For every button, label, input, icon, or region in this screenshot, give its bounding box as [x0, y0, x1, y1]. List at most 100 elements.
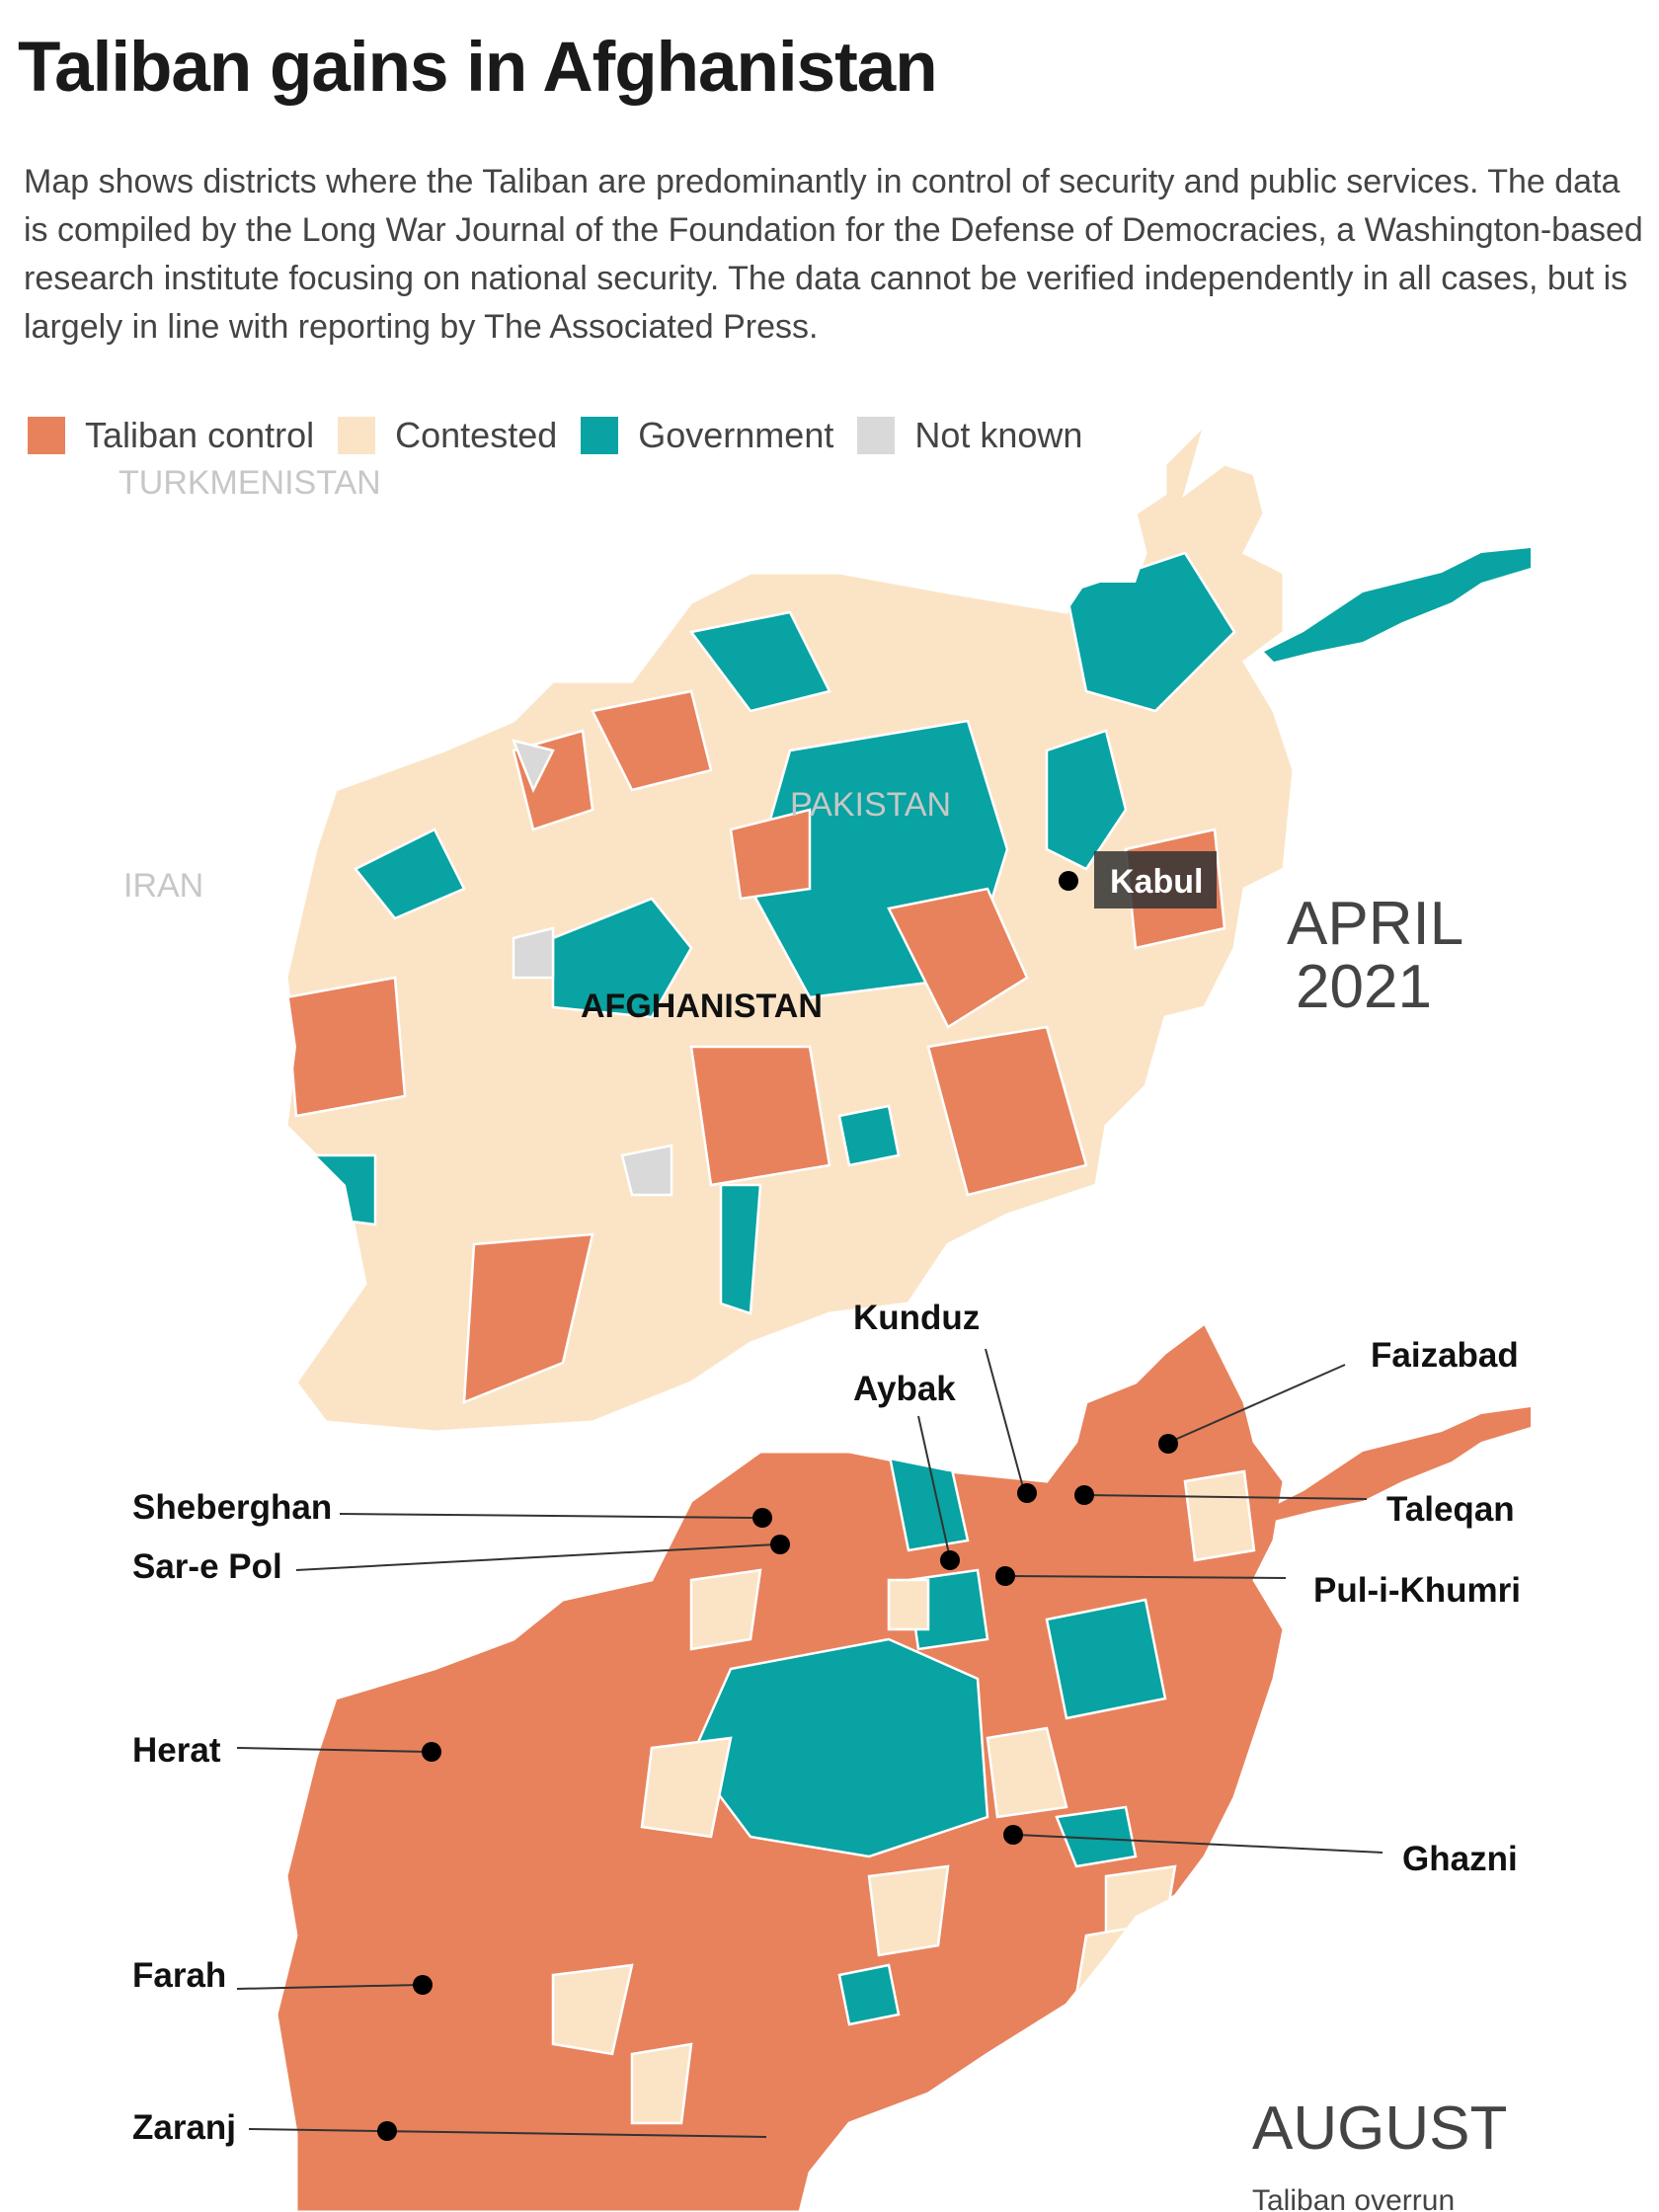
taleqan-marker — [1074, 1485, 1094, 1505]
herat-label: Herat — [132, 1731, 221, 1770]
august-contested-6 — [1104, 1864, 1177, 1937]
kabul-label-bg — [1094, 851, 1217, 908]
sheberghan-marker — [752, 1508, 772, 1528]
legend-label-government: Government — [638, 415, 834, 455]
map-august: Kunduz Aybak Faizabad Sheberghan Taleqan… — [132, 1299, 1531, 2212]
sar-e-pol-marker — [770, 1535, 790, 1554]
kunduz-leader-line — [985, 1348, 1025, 1492]
aybak-marker — [940, 1550, 960, 1570]
city-herat: Herat — [132, 1731, 441, 1770]
april-west-taliban — [286, 976, 407, 1118]
april-period-line2: 2021 — [1296, 953, 1432, 1021]
aybak-label: Aybak — [853, 1370, 956, 1408]
city-taleqan: Taleqan — [1074, 1485, 1515, 1529]
april-ne-gov — [1065, 551, 1236, 713]
august-contested-3 — [630, 2042, 693, 2125]
april-period-line1: APRIL — [1287, 890, 1463, 958]
sar-e-pol-label: Sar-e Pol — [132, 1547, 282, 1586]
august-wakhan-corridor — [1264, 1407, 1531, 1521]
august-contested-5 — [986, 1726, 1068, 1819]
city-kunduz: Kunduz — [853, 1299, 1037, 1503]
faizabad-label: Faizabad — [1371, 1336, 1519, 1375]
april-mid-taliban — [729, 808, 812, 901]
city-faizabad: Faizabad — [1158, 1336, 1519, 1454]
august-contested-2 — [551, 1963, 634, 2056]
farah-leader-line — [236, 1984, 421, 1990]
herat-marker — [422, 1742, 441, 1762]
city-pul-i-khumri: Pul-i-Khumri — [995, 1566, 1521, 1610]
april-country-label: AFGHANISTAN — [581, 988, 823, 1025]
august-ghazni-gov — [1055, 1805, 1138, 1868]
april-unknown-3 — [620, 1144, 673, 1197]
kabul-marker — [1059, 871, 1078, 891]
august-south-gov — [837, 1963, 901, 2026]
legend-swatch-taliban — [28, 417, 65, 454]
legend-label-taliban: Taliban control — [85, 415, 315, 455]
sheberghan-leader-line — [339, 1513, 759, 1519]
april-wakhan-corridor — [1264, 548, 1531, 662]
april-north-gov — [688, 610, 831, 713]
august-contested-8 — [867, 1864, 950, 1957]
legend-item-unknown: Not known — [857, 415, 1082, 456]
april-neighbor-pakistan: PAKISTAN — [790, 786, 951, 824]
taleqan-label: Taleqan — [1386, 1490, 1515, 1529]
city-sar-e-pol: Sar-e Pol — [132, 1535, 790, 1586]
pul-i-khumri-label: Pul-i-Khumri — [1313, 1571, 1521, 1610]
city-sheberghan: Sheberghan — [132, 1488, 772, 1528]
legend-label-contested: Contested — [395, 415, 558, 455]
faizabad-marker — [1158, 1434, 1178, 1454]
farah-marker — [413, 1975, 433, 1995]
zaranj-label: Zaranj — [132, 2108, 236, 2147]
april-center-taliban — [689, 1045, 831, 1187]
august-kabul-gov — [1045, 1598, 1167, 1720]
april-nw-gov — [354, 828, 466, 920]
april-sw-gov — [294, 1153, 377, 1226]
august-contested-9 — [1074, 1924, 1147, 1997]
april-north-taliban — [591, 689, 713, 792]
legend-item-government: Government — [581, 415, 833, 456]
zaranj-marker — [377, 2121, 397, 2141]
august-contested-7 — [689, 1568, 762, 1651]
april-east-taliban — [887, 887, 1029, 1029]
taleqan-leader-line — [1085, 1494, 1368, 1500]
august-period: AUGUST — [1252, 2094, 1507, 2163]
april-se-taliban — [926, 1025, 1088, 1197]
kunduz-marker — [1017, 1483, 1037, 1503]
herat-leader-line — [236, 1747, 430, 1753]
pul-i-khumri-leader-line — [1006, 1575, 1287, 1579]
august-subtitle: Taliban overrun — [1252, 2184, 1455, 2212]
april-unknown-1 — [511, 739, 555, 794]
legend-item-taliban: Taliban control — [28, 415, 314, 456]
pul-i-khumri-marker — [995, 1566, 1015, 1586]
city-ghazni: Ghazni — [1003, 1825, 1518, 1878]
legend: Taliban control Contested Government Not… — [28, 415, 1106, 456]
map-april: TURKMENISTAN PAKISTAN IRAN AFGHANISTAN K… — [118, 419, 1531, 1434]
city-zaranj: Zaranj — [132, 2108, 767, 2147]
april-neighbor-iran: IRAN — [123, 867, 203, 905]
sar-e-pol-leader-line — [295, 1543, 777, 1571]
april-unknown-2 — [512, 926, 555, 980]
sheberghan-label: Sheberghan — [132, 1488, 332, 1527]
city-farah: Farah — [132, 1956, 433, 1995]
city-aybak: Aybak — [853, 1370, 960, 1570]
legend-swatch-unknown — [857, 417, 896, 454]
page-title: Taliban gains in Afghanistan — [18, 29, 938, 107]
april-south-gov — [719, 1183, 762, 1315]
august-contested-1 — [640, 1736, 733, 1839]
april-east-gov — [837, 1104, 901, 1167]
aybak-leader-line — [917, 1415, 951, 1559]
april-kabul-gov — [1045, 729, 1128, 871]
april-west-gov — [551, 897, 693, 1019]
legend-swatch-contested — [338, 417, 376, 454]
kabul-label: Kabul — [1110, 863, 1203, 901]
zaranj-leader-line — [248, 2128, 767, 2138]
april-south-taliban — [462, 1232, 594, 1404]
ghazni-label: Ghazni — [1402, 1840, 1518, 1878]
description: Map shows districts where the Taliban ar… — [24, 163, 1643, 346]
legend-label-unknown: Not known — [914, 415, 1083, 455]
ghazni-leader-line — [1016, 1834, 1383, 1854]
april-neighbor-turkmenistan: TURKMENISTAN — [118, 464, 381, 502]
kunduz-label: Kunduz — [853, 1299, 980, 1337]
legend-item-contested: Contested — [338, 415, 557, 456]
